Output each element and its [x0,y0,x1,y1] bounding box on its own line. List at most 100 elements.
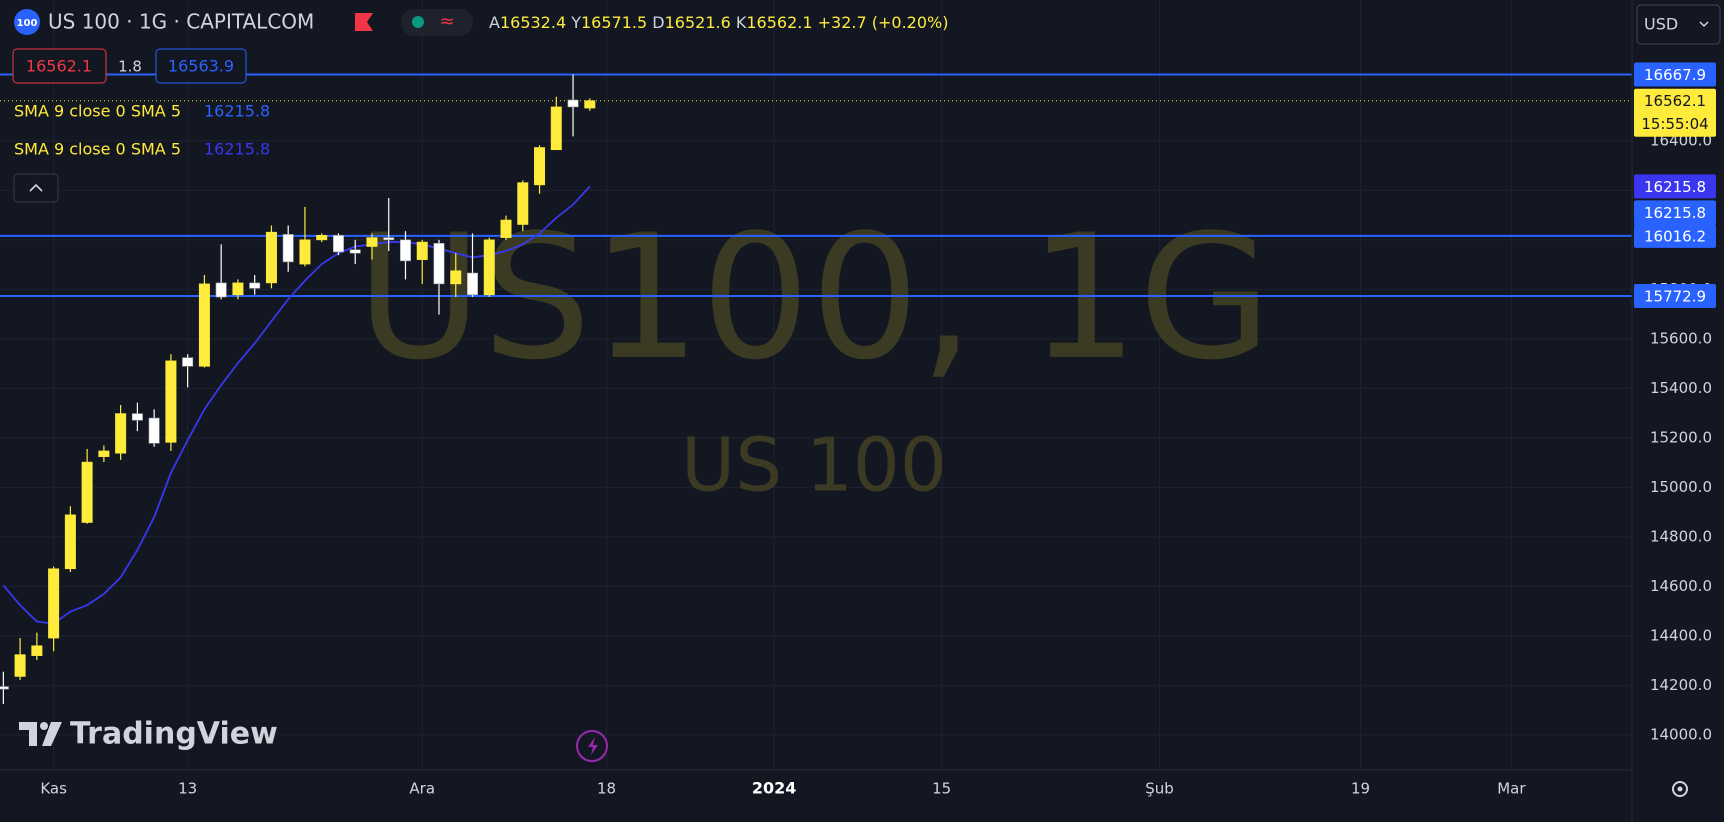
hline-price-tag-bg [1634,223,1716,248]
candle-body [534,147,546,186]
header: 100 US 100 · 1G · CAPITALCOM ≈ A16532.4 … [14,4,1721,45]
y-tick-label: 14000.0 [1650,725,1712,743]
ohlc-legend: A16532.4 Y16571.5 D16521.6 K16562.1 +32.… [489,13,948,32]
data-delay-icon: ≈ [439,11,454,32]
trade-panel: 16562.1 1.8 16563.9 [12,48,247,84]
brand-logo-part [40,722,48,730]
candle-body [31,645,43,656]
candle-body [332,235,344,253]
settings-icon[interactable] [1672,781,1688,797]
x-tick-label: Ara [409,780,435,798]
x-tick-label: 18 [597,780,616,798]
candle-body [0,686,9,690]
last-price-tag: 16562.1 [1644,92,1706,110]
brand-logo-part [42,722,62,746]
candle-body [316,235,328,241]
indicator-legend: SMA 9 close 0 SMA 5 16215.8 SMA 9 close … [13,102,270,203]
x-tick-label: 19 [1351,780,1370,798]
price-tags: 16667.9 16016.2 15772.9 16215.8 16215.8 16562… [1634,62,1716,309]
legend-label[interactable]: SMA 9 close 0 SMA 5 [14,102,181,121]
candle-body [14,654,26,677]
watermark: US100, 1G US 100 [356,197,1271,509]
y-tick-label: 14800.0 [1650,527,1712,545]
currency-button[interactable] [1636,4,1721,45]
indicator-price-tag-bg [1634,174,1716,199]
candle-body [48,568,60,639]
x-tick-label: Mar [1497,780,1526,798]
currency-caret [1699,21,1709,28]
symbol-title[interactable]: US 100 · 1G · CAPITALCOM [48,10,314,34]
ohlc-value: 16571.5 [581,13,647,32]
candle-body [165,360,177,443]
hline-price-tag: 15772.9 [1644,288,1706,306]
events-bolt [588,737,598,755]
collapse-button[interactable] [13,173,59,203]
candle-body [265,231,277,284]
x-tick-label: 13 [178,780,197,798]
hline-price-tag: 16667.9 [1644,66,1706,84]
hline-price-tag-bg [1634,284,1716,309]
indicator-price-tag: 16215.8 [1644,204,1706,222]
brand-name: TradingView [70,717,278,752]
buy-button[interactable] [155,48,247,84]
candle-body [131,413,143,421]
ohlc-key: D [652,13,664,32]
y-tick-label: 15600.0 [1650,329,1712,347]
candle-body [383,237,395,241]
candle-body [500,219,512,238]
candle-body [282,234,294,263]
ohlc-value: 16562.1 [746,13,812,32]
x-tick-label: 2024 [752,779,797,798]
indicator-price-tag: 16215.8 [1644,178,1706,196]
ohlc-key: Y [570,13,581,32]
candle-body [433,243,445,285]
x-tick-label: Şub [1145,780,1174,798]
candle-body [550,106,562,151]
buy-price: 16563.9 [168,57,234,76]
candle-body [399,239,411,262]
status-pill[interactable] [401,9,473,36]
ohlc-change: +32.7 (+0.20%) [818,13,949,32]
spread: 1.8 [118,58,142,76]
candle-body [98,450,110,457]
brand-logo-part [19,722,37,746]
y-tick-label: 14600.0 [1650,577,1712,595]
ohlc-key: K [736,13,747,32]
events-icon[interactable] [576,730,608,762]
x-tick-label: 15 [932,780,951,798]
currency-label: USD [1644,15,1678,34]
ohlc-value: 16521.6 [665,13,731,32]
last-price-tag-bg [1634,88,1716,137]
sell-button[interactable] [12,48,107,84]
y-tick-label: 15000.0 [1650,478,1712,496]
y-tick-label: 14200.0 [1650,676,1712,694]
indicator-price-tag-bg [1634,200,1716,225]
legend-value: 16215.8 [204,140,270,159]
watermark-subtitle: US 100 [681,423,947,509]
plot-area [0,73,1632,704]
y-tick-label: 15200.0 [1650,428,1712,446]
symbol-logo[interactable] [14,9,40,35]
candle-body [349,249,361,254]
flag-icon[interactable] [355,13,373,31]
candle-body [148,417,160,444]
symbol-logo-text: 100 [17,18,38,29]
watermark-title: US100, 1G [356,197,1271,398]
candle-body [567,99,579,108]
candle-body [450,270,462,285]
candle-body [483,239,495,296]
candle-body [467,272,479,296]
hline-price-tag: 16016.2 [1644,227,1706,245]
x-tick-label: Kas [40,780,67,798]
candle-body [215,282,227,298]
ohlc-value: 16532.4 [500,13,566,32]
ohlc-key: A [489,13,500,32]
collapse-icon [29,183,43,192]
candle-body [232,282,244,296]
market-open-dot [412,16,424,28]
candle-body [416,241,428,260]
legend-label[interactable]: SMA 9 close 0 SMA 5 [14,140,181,159]
